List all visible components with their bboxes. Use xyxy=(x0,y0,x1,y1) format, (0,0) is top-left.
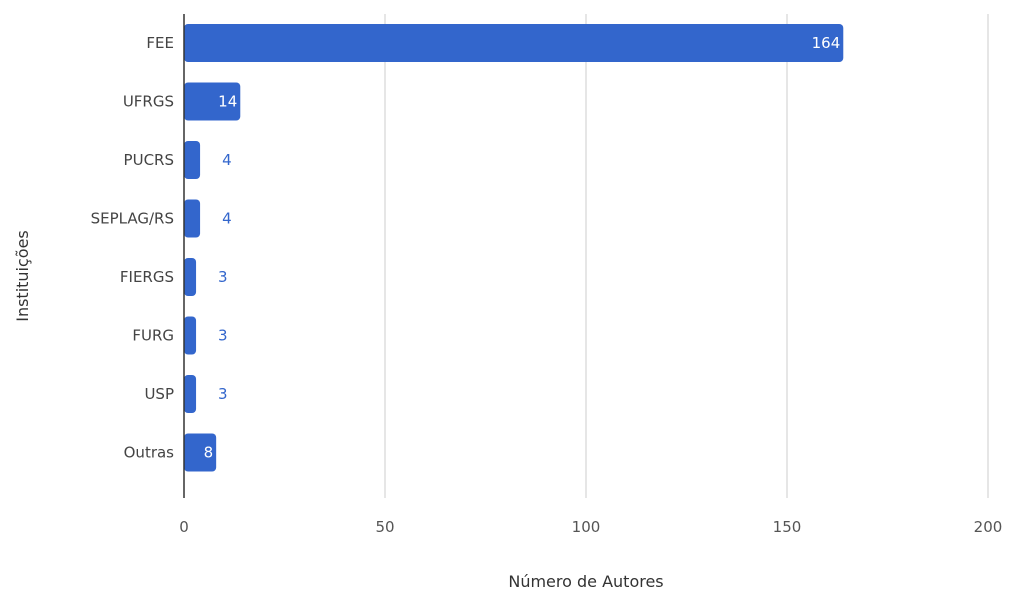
data-labels: 164 14 4 4 3 3 3 8 xyxy=(204,34,841,462)
bar xyxy=(184,375,197,413)
bar xyxy=(184,433,217,472)
data-label: 4 xyxy=(222,151,232,169)
x-tick-label: 50 xyxy=(375,518,394,536)
bar xyxy=(184,82,241,121)
x-tick-label: 100 xyxy=(572,518,601,536)
category-label: FURG xyxy=(132,327,174,345)
data-label: 3 xyxy=(218,327,228,345)
y-axis-title: Instituições xyxy=(13,230,32,322)
x-tick-label: 150 xyxy=(773,518,802,536)
x-tick-label: 200 xyxy=(974,518,1003,536)
data-label: 8 xyxy=(204,444,214,462)
bar xyxy=(184,258,197,296)
data-label: 3 xyxy=(218,268,228,286)
bar xyxy=(184,141,201,179)
category-label: SEPLAG/RS xyxy=(91,210,174,228)
x-axis-title: Número de Autores xyxy=(508,572,663,591)
bar xyxy=(184,24,844,62)
data-label: 3 xyxy=(218,385,228,403)
data-label: 14 xyxy=(218,93,237,111)
category-label: USP xyxy=(144,385,174,403)
bar xyxy=(184,199,201,238)
data-label: 4 xyxy=(222,210,232,228)
category-label: UFRGS xyxy=(123,93,174,111)
bars xyxy=(184,24,844,472)
category-labels: FEE UFRGS PUCRS SEPLAG/RS FIERGS FURG USP Outra… xyxy=(91,34,175,462)
x-tick-label: 0 xyxy=(179,518,189,536)
x-tick-labels: 0 50 100 150 200 xyxy=(179,518,1002,536)
category-label: PUCRS xyxy=(124,151,174,169)
category-label: FEE xyxy=(146,34,174,52)
gridlines xyxy=(384,14,989,498)
category-label: Outras xyxy=(124,444,175,462)
bar xyxy=(184,316,197,355)
data-label: 164 xyxy=(812,34,841,52)
category-label: FIERGS xyxy=(120,268,174,286)
